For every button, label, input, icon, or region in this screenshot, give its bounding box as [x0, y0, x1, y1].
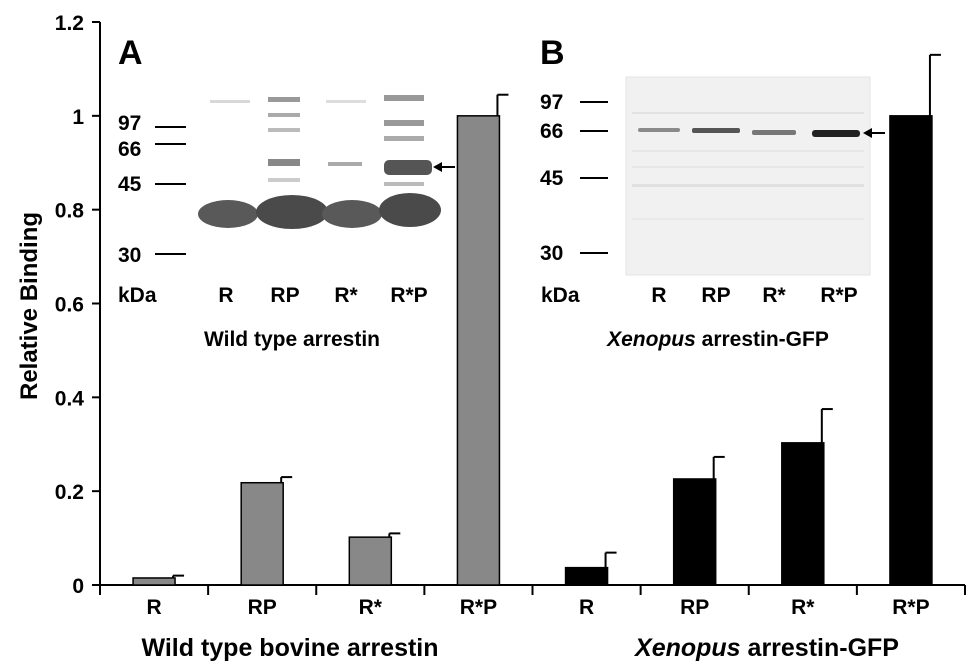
inset-b-arrow-head: [863, 128, 872, 138]
y-tick-label: 0.8: [55, 200, 85, 223]
inset-b-marker-97: 97: [540, 91, 563, 114]
y-tick-label: 1: [72, 106, 84, 129]
panel-letter-b: B: [540, 34, 565, 72]
group-label-xenopus-rest: arrestin-GFP: [741, 634, 899, 662]
group-label-bovine: Wild type bovine arrestin: [141, 634, 438, 662]
panel-letter-a: A: [118, 34, 143, 72]
bar-xenopus-1: [672, 478, 717, 586]
inset-a-lane-1: R: [218, 284, 233, 307]
bar-bovine-3: [456, 115, 501, 586]
inset-b-lane-2: RP: [701, 284, 730, 307]
inset-a-lane-2: RP: [270, 284, 299, 307]
gel-a-image: [198, 95, 441, 229]
inset-a-lane-4: R*P: [390, 284, 427, 307]
y-ticks: 0 0.2 0.4 0.6 0.8 1 1.2: [55, 12, 100, 598]
bar-xenopus-0: [564, 566, 609, 586]
inset-b-caption-italic: Xenopus: [606, 328, 696, 351]
x-ticks: [99, 585, 966, 595]
x-tick-label: RP: [680, 596, 709, 619]
y-tick-label: 0.2: [55, 481, 84, 504]
inset-a-marker-97: 97: [118, 112, 141, 135]
inset-b-lane-4: R*P: [820, 284, 857, 307]
inset-a-caption: Wild type arrestin: [204, 328, 380, 351]
y-tick-label: 0: [72, 575, 84, 598]
y-tick-label: 1.2: [55, 12, 84, 35]
inset-a-marker-66: 66: [118, 138, 141, 161]
inset-b-lane-3: R*: [762, 284, 786, 307]
inset-b-caption: Xenopus arrestin-GFP: [606, 328, 829, 351]
bars: [132, 53, 941, 586]
inset-a-lane-3: R*: [334, 284, 358, 307]
bar-xenopus-3: [889, 115, 933, 586]
bar-bovine-1: [240, 481, 284, 586]
group-label-xenopus-italic: Xenopus: [633, 634, 741, 662]
inset-b-marker-66: 66: [540, 120, 563, 143]
western-b-image: [625, 76, 871, 276]
inset-b-marker-30: 30: [540, 242, 563, 265]
inset-b-marker-45: 45: [540, 167, 564, 190]
x-tick-labels: R RP R* R*P R RP R* R*P: [146, 596, 929, 619]
x-tick-label: R: [146, 596, 161, 619]
inset-a-marker-45: 45: [118, 173, 142, 196]
y-tick-label: 0.6: [55, 294, 84, 317]
x-tick-label: RP: [248, 596, 277, 619]
inset-b-unit: kDa: [541, 284, 580, 307]
bar-bovine-2: [348, 536, 393, 586]
inset-a-marker-30: 30: [118, 244, 141, 267]
inset-b-lane-1: R: [651, 284, 666, 307]
bar-bovine-0: [132, 577, 176, 586]
inset-b: B 97 66 45 30 kDa R RP R* R*P: [540, 34, 885, 351]
inset-a: A 97 66 45 30: [118, 34, 455, 351]
x-tick-label: R*: [791, 596, 815, 619]
inset-a-unit: kDa: [118, 284, 157, 307]
y-axis-label: Relative Binding: [16, 212, 43, 400]
x-tick-label: R*P: [460, 596, 497, 619]
x-tick-label: R: [579, 596, 594, 619]
x-tick-label: R*: [359, 596, 383, 619]
bar-xenopus-2: [781, 442, 825, 586]
x-tick-label: R*P: [892, 596, 929, 619]
y-tick-label: 0.4: [55, 387, 85, 410]
inset-b-caption-rest: arrestin-GFP: [696, 328, 829, 351]
inset-a-arrow-head: [433, 162, 442, 172]
group-label-xenopus: Xenopus arrestin-GFP: [633, 634, 899, 662]
